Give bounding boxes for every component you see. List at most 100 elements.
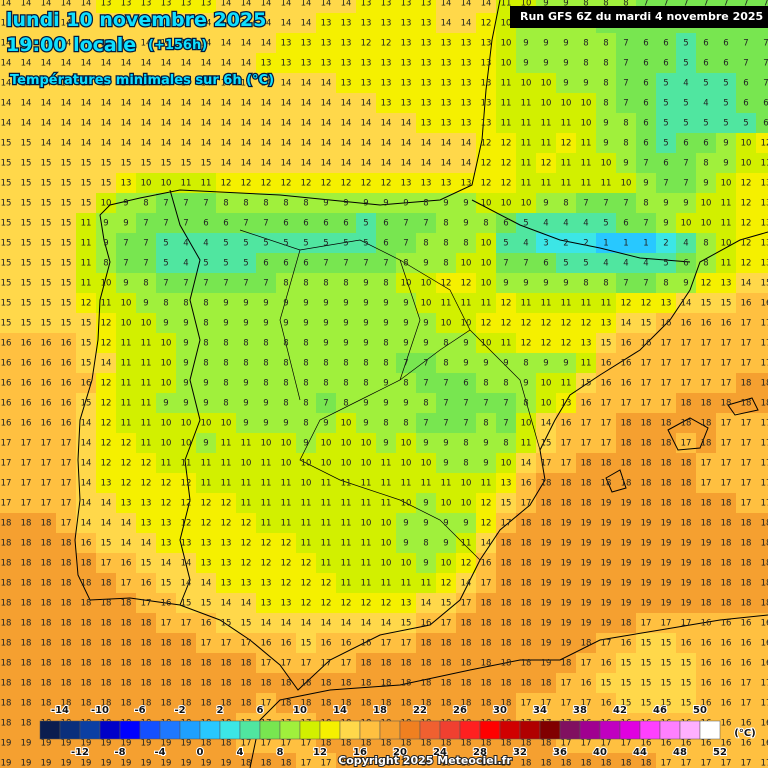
value-label: 16 (621, 359, 632, 369)
value-cell (476, 73, 497, 94)
value-label: 8 (443, 219, 448, 229)
value-label: 16 (621, 339, 632, 349)
value-label: 17 (181, 619, 192, 629)
value-label: 9 (443, 459, 448, 469)
value-label: 18 (201, 659, 212, 669)
value-label: 9 (363, 339, 368, 349)
value-label: 15 (101, 159, 112, 169)
value-label: 12 (141, 459, 152, 469)
value-label: 17 (761, 319, 768, 329)
value-label: 17 (441, 619, 452, 629)
value-label: 7 (443, 379, 448, 389)
value-label: 12 (541, 159, 552, 169)
value-label: 11 (341, 579, 352, 589)
value-label: 13 (421, 179, 432, 189)
value-label: 8 (503, 379, 508, 389)
value-label: 16 (721, 699, 732, 709)
value-label: 13 (201, 559, 212, 569)
value-label: 18 (621, 419, 632, 429)
value-label: 16 (721, 679, 732, 689)
value-label: 15 (81, 319, 92, 329)
value-label: 9 (223, 299, 228, 309)
value-label: 18 (441, 679, 452, 689)
value-label: 11 (561, 299, 572, 309)
value-label: 18 (521, 539, 532, 549)
value-label: 18 (461, 739, 472, 749)
value-label: 19 (81, 759, 92, 768)
value-label: 16 (21, 419, 32, 429)
value-label: 16 (61, 399, 72, 409)
value-label: 17 (741, 459, 752, 469)
value-label: 14 (201, 579, 212, 589)
value-label: 15 (641, 639, 652, 649)
value-label: 18 (221, 679, 232, 689)
value-cell (436, 73, 457, 94)
value-label: 8 (583, 279, 588, 289)
value-cell (276, 93, 297, 114)
value-label: 16 (681, 639, 692, 649)
legend-label: -14 (51, 705, 69, 716)
value-label: 18 (641, 419, 652, 429)
value-label: 6 (663, 39, 668, 49)
value-label: 18 (581, 459, 592, 469)
value-label: 10 (321, 459, 332, 469)
value-label: 14 (81, 459, 92, 469)
value-label: 10 (161, 379, 172, 389)
value-label: 16 (741, 739, 752, 749)
value-label: 12 (741, 239, 752, 249)
value-cell (636, 73, 657, 94)
value-label: 14 (81, 99, 92, 109)
value-cell (96, 113, 117, 134)
value-cell (456, 0, 477, 14)
value-cell (256, 13, 277, 34)
value-label: 10 (701, 199, 712, 209)
value-label: 9 (463, 199, 468, 209)
value-label: 16 (41, 379, 52, 389)
value-label: 18 (701, 519, 712, 529)
value-label: 11 (281, 479, 292, 489)
value-label: 15 (81, 179, 92, 189)
value-label: 11 (181, 179, 192, 189)
value-label: 11 (141, 379, 152, 389)
value-label: 17 (481, 579, 492, 589)
value-cell (416, 73, 437, 94)
value-label: 13 (201, 539, 212, 549)
value-label: 19 (141, 759, 152, 768)
value-label: 5 (703, 79, 708, 89)
value-label: 12 (141, 479, 152, 489)
value-label: 14 (81, 119, 92, 129)
value-label: 8 (583, 59, 588, 69)
value-label: 14 (21, 0, 32, 9)
value-label: 18 (201, 679, 212, 689)
value-label: 9 (183, 319, 188, 329)
value-label: 17 (221, 639, 232, 649)
value-label: 14 (81, 439, 92, 449)
value-label: 15 (1, 179, 12, 189)
value-label: 6 (643, 99, 648, 109)
value-label: 18 (721, 559, 732, 569)
value-label: 16 (21, 339, 32, 349)
value-label: 8 (383, 419, 388, 429)
value-label: 12 (441, 579, 452, 589)
value-label: 9 (323, 339, 328, 349)
value-label: 9 (383, 299, 388, 309)
value-label: 11 (301, 539, 312, 549)
value-label: 19 (1, 739, 12, 749)
value-label: 16 (661, 319, 672, 329)
value-label: 16 (741, 719, 752, 729)
value-label: 19 (21, 759, 32, 768)
value-label: 17 (761, 419, 768, 429)
value-label: 18 (41, 679, 52, 689)
value-label: 9 (363, 279, 368, 289)
value-label: 5 (603, 219, 608, 229)
value-label: 19 (641, 599, 652, 609)
value-label: 9 (363, 199, 368, 209)
value-cell (436, 0, 457, 14)
value-label: 7 (263, 279, 268, 289)
legend-swatch (59, 720, 81, 740)
value-label: 19 (541, 639, 552, 649)
value-label: 18 (41, 619, 52, 629)
value-label: 15 (661, 639, 672, 649)
value-label: 14 (81, 519, 92, 529)
value-label: 17 (581, 659, 592, 669)
